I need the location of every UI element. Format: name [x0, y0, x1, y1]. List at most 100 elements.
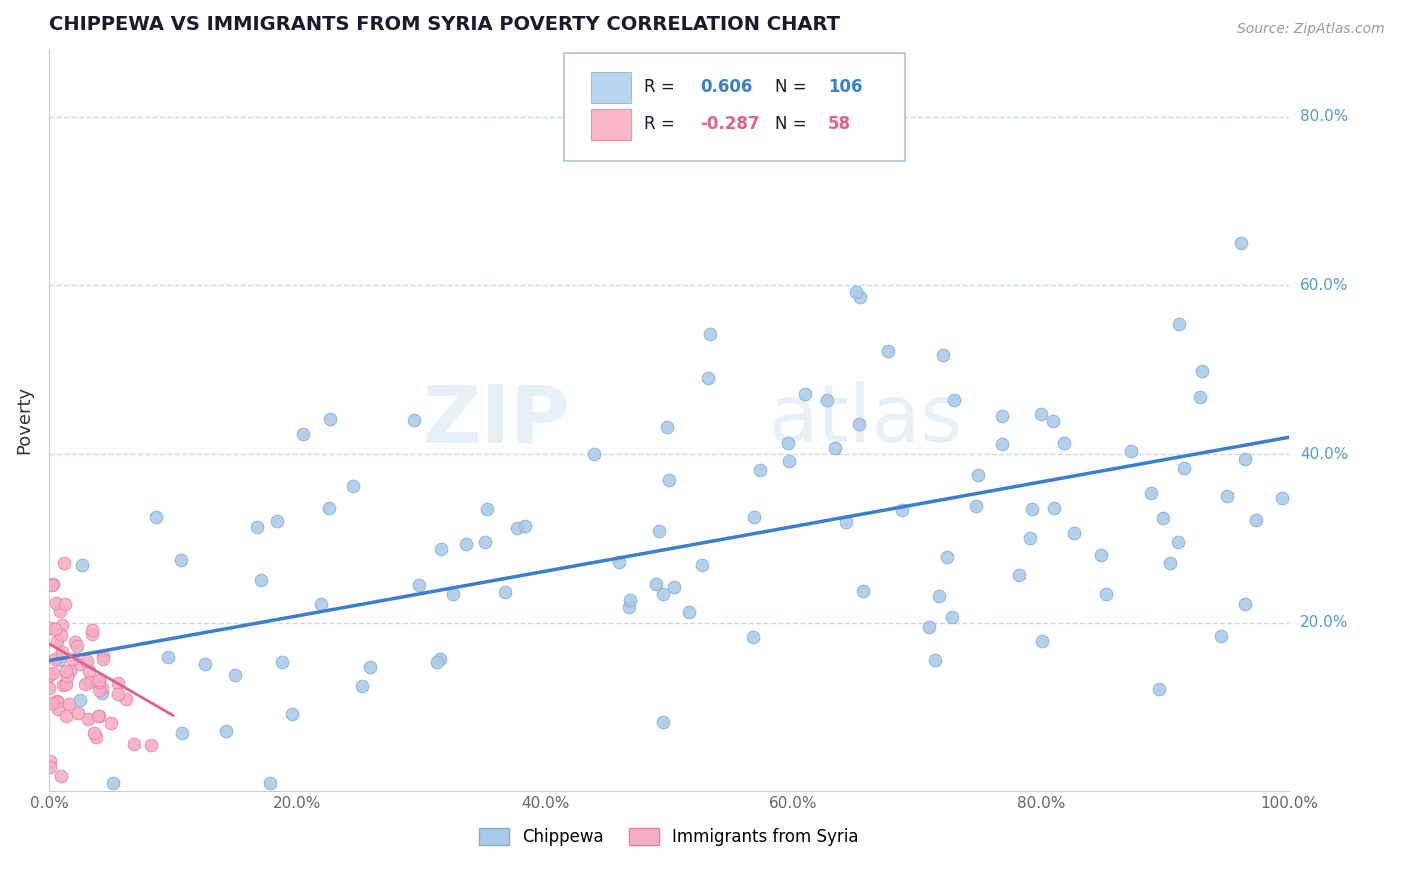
Point: [291, 426, 314, 441]
Point: [60, 651, 83, 665]
Point: [66, 639, 89, 653]
Point: [38, 760, 60, 774]
Point: [139, 738, 162, 752]
Point: [156, 650, 179, 665]
Point: [266, 514, 288, 528]
Point: [44, 622, 66, 636]
Point: [115, 692, 138, 706]
Point: [52, 678, 75, 692]
Point: [506, 521, 529, 535]
Text: CHIPPEWA VS IMMIGRANTS FROM SYRIA POVERTY CORRELATION CHART: CHIPPEWA VS IMMIGRANTS FROM SYRIA POVERT…: [49, 15, 839, 34]
Point: [494, 585, 516, 599]
Point: [49, 604, 72, 618]
Point: [46, 695, 69, 709]
Point: [991, 409, 1014, 424]
Bar: [591, 109, 631, 140]
Point: [39, 668, 62, 682]
Point: [658, 473, 681, 487]
Point: [52, 556, 75, 570]
Point: [1053, 435, 1076, 450]
Point: [1191, 363, 1213, 377]
Point: [1119, 443, 1142, 458]
Point: [678, 605, 700, 619]
Point: [55, 597, 77, 611]
Point: [42, 576, 65, 591]
Point: [309, 597, 332, 611]
Point: [44, 651, 66, 665]
Point: [408, 578, 430, 592]
Point: [41, 621, 63, 635]
Point: [55, 664, 77, 678]
Point: [1211, 629, 1233, 643]
Point: [172, 726, 194, 740]
Point: [815, 392, 838, 407]
Point: [776, 436, 799, 450]
Point: [55, 669, 77, 683]
Point: [38, 681, 60, 696]
Point: [1043, 501, 1066, 516]
Point: [1159, 556, 1181, 570]
Point: [51, 618, 73, 632]
Point: [932, 348, 955, 362]
Point: [107, 675, 129, 690]
Point: [924, 653, 946, 667]
Point: [441, 587, 464, 601]
Point: [966, 468, 988, 483]
Point: [652, 587, 675, 601]
Text: 20.0%: 20.0%: [1301, 615, 1348, 630]
Point: [80, 627, 103, 641]
Point: [1095, 586, 1118, 600]
Point: [430, 541, 453, 556]
Point: [250, 573, 273, 587]
Point: [429, 652, 451, 666]
Point: [1216, 489, 1239, 503]
Text: 40.0%: 40.0%: [1301, 447, 1348, 461]
Point: [477, 501, 499, 516]
Point: [76, 712, 98, 726]
Bar: [591, 71, 631, 103]
Point: [51, 645, 73, 659]
Point: [474, 534, 496, 549]
Point: [645, 577, 668, 591]
Point: [617, 600, 640, 615]
Point: [91, 652, 114, 666]
Point: [848, 417, 870, 431]
Point: [42, 666, 65, 681]
Point: [87, 709, 110, 723]
Point: [215, 723, 238, 738]
Point: [965, 500, 987, 514]
Point: [835, 515, 858, 529]
FancyBboxPatch shape: [564, 54, 904, 161]
Point: [942, 392, 965, 407]
Point: [824, 441, 846, 455]
Point: [1189, 391, 1212, 405]
Point: [1244, 513, 1267, 527]
Point: [991, 436, 1014, 450]
Point: [793, 387, 815, 401]
Point: [1173, 461, 1195, 475]
Point: [145, 509, 167, 524]
Point: [1230, 236, 1253, 251]
Point: [1018, 531, 1040, 545]
Point: [51, 769, 73, 783]
Point: [426, 656, 449, 670]
Point: [89, 708, 111, 723]
Point: [1234, 451, 1257, 466]
Point: [657, 420, 679, 434]
Text: R =: R =: [644, 78, 681, 96]
Point: [877, 343, 900, 358]
Point: [122, 738, 145, 752]
Point: [318, 500, 340, 515]
Point: [1147, 681, 1170, 696]
Text: 58: 58: [828, 115, 851, 134]
Point: [281, 706, 304, 721]
Point: [170, 553, 193, 567]
Point: [359, 660, 381, 674]
Point: [513, 519, 536, 533]
Point: [87, 683, 110, 698]
Point: [1152, 511, 1174, 525]
Point: [55, 708, 77, 723]
Point: [77, 664, 100, 678]
Point: [778, 454, 800, 468]
Point: [1031, 634, 1053, 648]
